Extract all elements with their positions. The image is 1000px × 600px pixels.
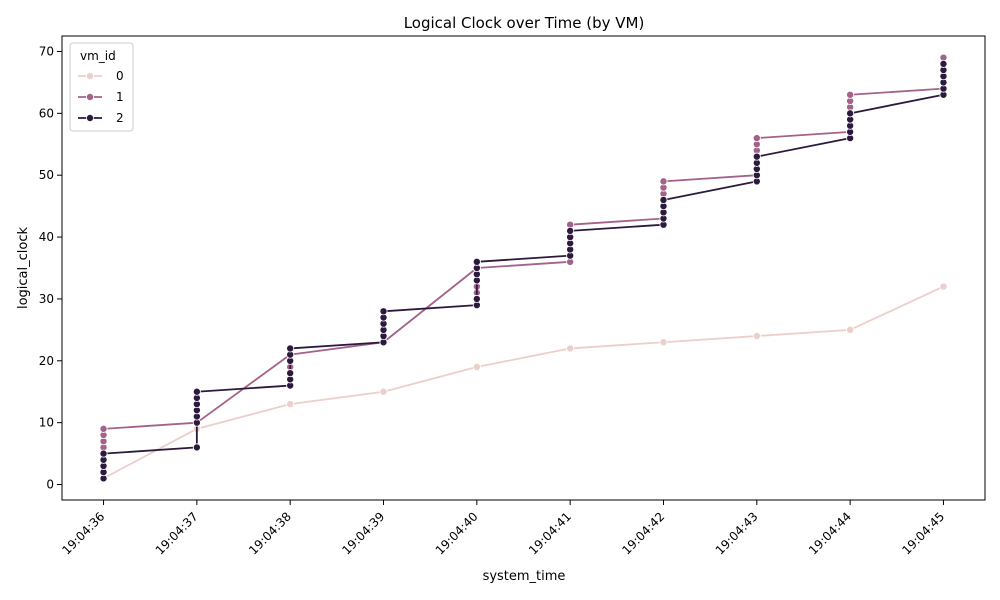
data-point xyxy=(939,282,948,291)
y-tick-label: 0 xyxy=(46,478,54,492)
legend-marker xyxy=(86,114,95,123)
data-point xyxy=(472,294,481,303)
y-tick-label: 20 xyxy=(39,354,54,368)
data-point xyxy=(99,449,108,458)
data-point xyxy=(659,338,668,347)
legend-marker xyxy=(86,72,95,81)
plot-frame xyxy=(61,35,986,501)
legend-entry-0: 0 xyxy=(116,69,124,83)
data-point xyxy=(566,226,575,235)
legend-title: vm_id xyxy=(80,49,116,63)
data-point xyxy=(472,362,481,371)
y-axis-label: logical_clock xyxy=(16,227,31,310)
data-point xyxy=(379,307,388,316)
legend-entry-1: 1 xyxy=(116,90,124,104)
data-point xyxy=(286,344,295,353)
data-point xyxy=(752,152,761,161)
legend-marker xyxy=(86,93,95,102)
data-point xyxy=(659,195,668,204)
y-tick-label: 50 xyxy=(39,168,54,182)
y-tick-label: 30 xyxy=(39,292,54,306)
series-line xyxy=(103,87,944,430)
data-point xyxy=(192,443,201,452)
y-tick-label: 70 xyxy=(39,44,54,58)
data-point xyxy=(659,177,668,186)
data-point xyxy=(286,400,295,409)
data-point xyxy=(192,387,201,396)
series-vm-0 xyxy=(99,282,948,483)
data-point xyxy=(939,59,948,68)
legend-entry-2: 2 xyxy=(116,111,124,125)
data-point xyxy=(379,387,388,396)
data-point xyxy=(472,257,481,266)
legend: vm_id0 1 2 xyxy=(69,42,134,132)
chart-title: Logical Clock over Time (by VM) xyxy=(404,14,645,32)
y-tick-label: 40 xyxy=(39,230,54,244)
series-line xyxy=(103,285,944,480)
series-vm-2 xyxy=(99,59,948,483)
y-tick-label: 60 xyxy=(39,106,54,120)
data-point xyxy=(846,90,855,99)
data-point xyxy=(752,134,761,143)
series-line xyxy=(103,93,944,455)
data-point xyxy=(566,344,575,353)
data-point xyxy=(846,109,855,118)
x-axis-label: system_time xyxy=(483,569,566,584)
data-point xyxy=(846,325,855,334)
data-point xyxy=(286,369,295,378)
data-point xyxy=(752,332,761,341)
data-point xyxy=(99,424,108,433)
legend-box xyxy=(69,42,134,132)
y-tick-label: 10 xyxy=(39,416,54,430)
plot-area xyxy=(99,53,948,483)
